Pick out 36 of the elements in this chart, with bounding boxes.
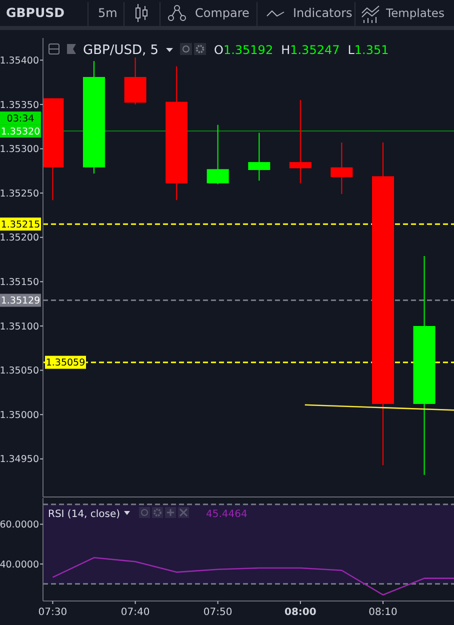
y-tick-label: 1.35050 [0, 366, 39, 377]
y-tick-label: 1.35100 [0, 321, 39, 332]
y-tick-label: 1.35200 [0, 232, 39, 244]
x-tick-label: 07:30 [38, 607, 68, 618]
text: 03:34 [6, 113, 34, 124]
y-tick-label: 1.34950 [0, 454, 39, 466]
x-tick-label: 07:40 [120, 607, 150, 618]
candlestick [206, 124, 229, 185]
candlestick [330, 142, 353, 194]
x-tick-label: 07:50 [203, 607, 232, 618]
y-tick-label: 1.35300 [0, 144, 39, 156]
text: 5m [98, 6, 118, 20]
x-tick-label: 08:00 [284, 607, 316, 618]
y-tick-label: 60.0000 [0, 520, 39, 531]
y-tick-label: 1.35150 [0, 277, 39, 288]
text: GBPUSD [6, 5, 64, 20]
line-series [52, 557, 454, 596]
y-tick-label: 1.35250 [0, 188, 39, 200]
ref-line-label: 1.35129 [0, 296, 40, 307]
text: RSI (14, close) [48, 509, 120, 520]
y-tick-label: 40.0000 [0, 559, 39, 570]
ref-line-label: 1.35215 [0, 219, 40, 230]
chart-title: GBP/USD, 5 [83, 43, 159, 58]
text: Indicators [293, 6, 352, 20]
y-tick-label: 1.35000 [0, 410, 39, 421]
ref-line-label: 1.35059 [46, 358, 86, 369]
candlestick [289, 100, 312, 184]
annotation: 45.4464 [206, 509, 248, 520]
y-tick-label: 1.35350 [0, 100, 39, 111]
annotation: O1.35192 H1.35247 L1.351 [214, 43, 389, 57]
ref-line-label: 1.35320 [0, 126, 40, 138]
text: Compare [195, 6, 250, 20]
candlestick [248, 132, 270, 182]
y-tick-label: 1.35400 [0, 55, 39, 66]
text: Templates [385, 6, 444, 20]
x-tick-label: 08:10 [368, 607, 398, 618]
